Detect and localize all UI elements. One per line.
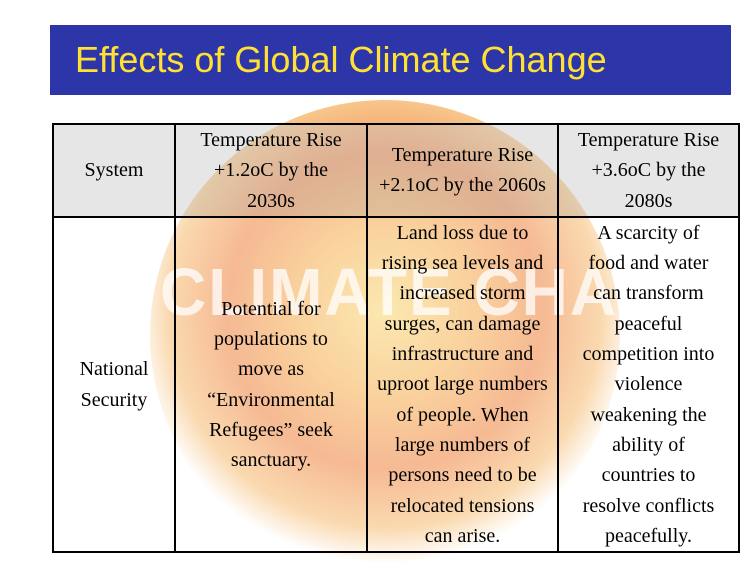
cell-system-national-security: National Security <box>52 215 176 554</box>
header-system: System <box>52 123 176 218</box>
header-2060s: Temperature Rise +2.1oC by the 2060s <box>366 123 559 218</box>
header-2080s: Temperature Rise +3.6oC by the 2080s <box>557 123 740 218</box>
cell-2030s-effect: Potential for populations to move as “En… <box>174 215 368 554</box>
cell-2080s-effect: A scarcity of food and water can transfo… <box>557 215 740 554</box>
header-2030s: Temperature Rise +1.2oC by the 2030s <box>174 123 368 218</box>
title-banner: Effects of Global Climate Change <box>50 25 731 95</box>
table-row: National Security Potential for populati… <box>52 215 740 554</box>
table-header-row: System Temperature Rise +1.2oC by the 20… <box>52 123 740 218</box>
slide-title: Effects of Global Climate Change <box>75 39 607 80</box>
effects-table: System Temperature Rise +1.2oC by the 20… <box>52 123 740 554</box>
cell-2060s-effect: Land loss due to rising sea levels and i… <box>366 215 559 554</box>
